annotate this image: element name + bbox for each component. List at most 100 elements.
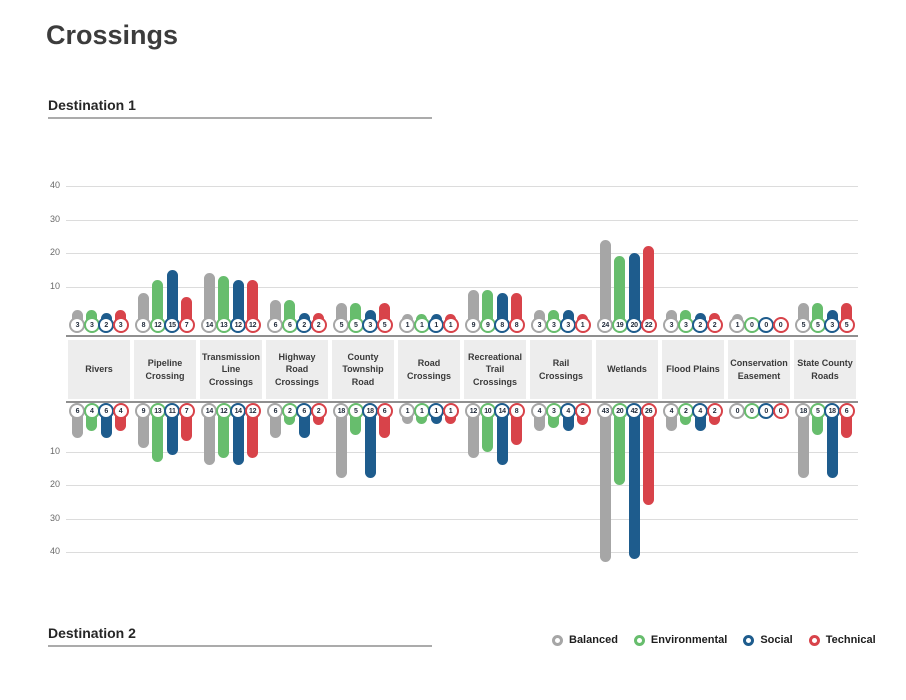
value-circle: 2: [692, 317, 709, 333]
bar-balanced: [665, 411, 677, 432]
bar-environmental: [350, 411, 362, 435]
axis-line: [66, 401, 858, 403]
category-box: Highway Road Crossings: [266, 340, 328, 399]
gridline: [66, 219, 858, 221]
bar-balanced: [203, 273, 215, 325]
value-circle: 3: [824, 317, 841, 333]
value-circle: 19: [611, 317, 628, 333]
value-circle: 14: [230, 403, 247, 419]
value-circle: 6: [69, 403, 86, 419]
bar-social: [166, 269, 178, 325]
category-box: Recreational Trail Crossings: [464, 340, 526, 399]
axis-tick-label: 10: [49, 280, 60, 291]
bar-environmental: [548, 411, 560, 429]
bar-social: [826, 411, 838, 479]
bar-technical: [379, 303, 391, 325]
value-circle: 8: [135, 317, 152, 333]
bar-environmental: [284, 299, 296, 325]
value-circle: 0: [772, 317, 789, 333]
value-circle: 24: [597, 317, 614, 333]
value-circle: 0: [772, 403, 789, 419]
value-circle: 2: [310, 317, 327, 333]
bar-social: [562, 411, 574, 432]
gridline: [66, 552, 858, 553]
value-circle: 15: [164, 317, 181, 333]
axis-tick-label: 40: [49, 546, 60, 556]
value-circle: 1: [428, 317, 445, 333]
legend-item-technical[interactable]: Technical: [808, 634, 876, 646]
value-circle: 5: [376, 317, 393, 333]
bar-technical: [841, 303, 853, 325]
bar-balanced: [599, 411, 611, 563]
category-box: Wetlands: [596, 340, 658, 399]
bar-environmental: [812, 411, 824, 435]
gridline: [66, 518, 858, 520]
bar-balanced: [467, 289, 479, 325]
value-circle: 12: [465, 403, 482, 419]
value-circle: 2: [706, 317, 723, 333]
axis-tick-label: 20: [49, 479, 60, 489]
section-title-destination-1: Destination 1: [48, 97, 136, 113]
value-circle: 3: [362, 317, 379, 333]
value-circle: 12: [244, 317, 261, 333]
axis-tick-label: 30: [49, 512, 60, 523]
value-circle: 9: [135, 403, 152, 419]
value-circle: 12: [230, 317, 247, 333]
bar-balanced: [335, 303, 347, 325]
value-circle: 6: [296, 403, 313, 419]
legend-item-social[interactable]: Social: [743, 634, 793, 646]
value-circle: 2: [574, 403, 591, 419]
bar-environmental: [614, 256, 626, 325]
bar-social: [496, 293, 508, 325]
value-circle: 4: [531, 403, 548, 419]
value-circle: 3: [69, 317, 86, 333]
bar-technical: [643, 246, 655, 325]
category-box: Rail Crossings: [530, 340, 592, 399]
value-circle: 6: [281, 317, 298, 333]
category-box: Flood Plains: [662, 340, 724, 399]
bar-environmental: [350, 303, 362, 325]
bar-balanced: [269, 299, 281, 325]
bar-environmental: [218, 411, 230, 459]
value-circle: 42: [626, 403, 643, 419]
value-circle: 8: [508, 317, 525, 333]
bar-environmental: [218, 276, 230, 325]
section-divider: [48, 645, 432, 647]
bar-technical: [247, 411, 259, 459]
chart-legend: Balanced Environmental Social Technical: [552, 634, 876, 646]
value-circle: 22: [640, 317, 657, 333]
section-title-destination-2: Destination 2: [48, 625, 136, 641]
value-circle: 18: [795, 403, 812, 419]
legend-ring-icon: [808, 634, 820, 646]
gridline: [66, 253, 858, 254]
bar-social: [364, 411, 376, 479]
category-box: Rivers: [68, 340, 130, 399]
bar-balanced: [533, 411, 545, 432]
legend-label: Balanced: [569, 634, 618, 646]
value-circle: 7: [178, 403, 195, 419]
value-circle: 4: [112, 403, 129, 419]
legend-item-balanced[interactable]: Balanced: [552, 634, 618, 646]
value-circle: 11: [164, 403, 181, 419]
value-circle: 3: [531, 317, 548, 333]
value-circle: 4: [692, 403, 709, 419]
value-circle: 20: [626, 317, 643, 333]
bar-technical: [643, 411, 655, 506]
category-box: County Township Road: [332, 340, 394, 399]
value-circle: 14: [494, 403, 511, 419]
bar-balanced: [137, 411, 149, 449]
bar-social: [232, 411, 244, 465]
legend-item-environmental[interactable]: Environmental: [633, 634, 727, 646]
value-circle: 3: [560, 317, 577, 333]
bar-environmental: [86, 411, 98, 432]
category-box: State County Roads: [794, 340, 856, 399]
bar-technical: [181, 411, 193, 442]
category-box: Pipeline Crossing: [134, 340, 196, 399]
legend-label: Technical: [825, 634, 876, 646]
bar-technical: [115, 411, 127, 432]
value-circle: 1: [574, 317, 591, 333]
value-circle: 6: [376, 403, 393, 419]
value-circle: 26: [640, 403, 657, 419]
value-circle: 2: [310, 403, 327, 419]
